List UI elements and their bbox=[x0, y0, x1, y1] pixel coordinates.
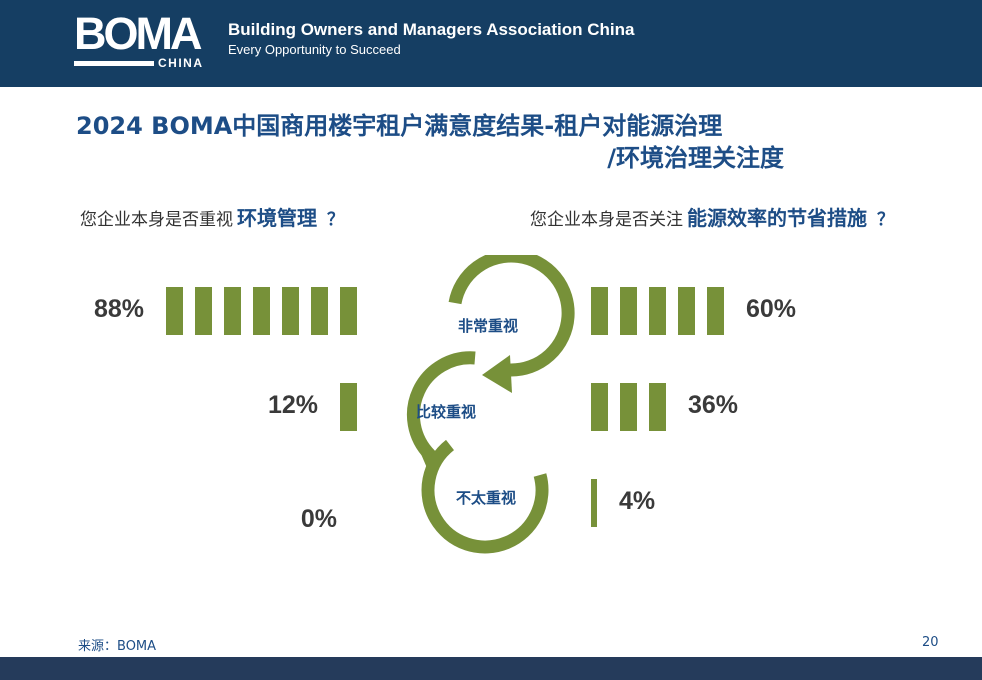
header-banner: BOMA CHINA Building Owners and Managers … bbox=[0, 0, 982, 87]
right-bar-1 bbox=[591, 287, 724, 335]
left-bar-segment bbox=[340, 287, 357, 335]
left-bar-2 bbox=[340, 383, 357, 431]
right-value-label-3: 4% bbox=[619, 487, 656, 515]
title-line-2: /环境治理关注度 bbox=[607, 144, 784, 172]
logo-text: BOMA bbox=[74, 8, 202, 59]
category-label-not-much: 不太重视 bbox=[456, 489, 516, 507]
left-question: 您企业本身是否重视 环境管理 ？ bbox=[80, 202, 344, 231]
right-bar-segment bbox=[620, 287, 637, 335]
left-bar-segment bbox=[282, 287, 299, 335]
arrow-ring-middle bbox=[406, 351, 476, 460]
right-bar-segment bbox=[678, 287, 695, 335]
logo-underline bbox=[74, 61, 154, 66]
right-bar-segment bbox=[649, 383, 666, 431]
left-bar-1 bbox=[166, 287, 357, 335]
category-label-fairly: 比较重视 bbox=[416, 403, 476, 421]
left-value-label-1: 88% bbox=[93, 295, 144, 323]
org-name: Building Owners and Managers Association… bbox=[228, 20, 635, 39]
right-bar-segment bbox=[591, 287, 608, 335]
logo-subtext: CHINA bbox=[158, 56, 204, 70]
right-question-topic: 能源效率的节省措施 bbox=[687, 206, 867, 230]
right-question-prefix: 您企业本身是否关注 bbox=[530, 210, 683, 230]
right-bar-segment bbox=[707, 287, 724, 335]
arrow-ring-top bbox=[448, 255, 575, 377]
right-bar-segment bbox=[649, 287, 666, 335]
cycle-arrows-graphic: 非常重视 比较重视 不太重视 bbox=[406, 255, 575, 554]
right-bar-2 bbox=[591, 383, 666, 431]
left-bar-segment bbox=[166, 287, 183, 335]
category-label-very: 非常重视 bbox=[458, 317, 518, 335]
left-question-topic: 环境管理 bbox=[237, 206, 317, 230]
footer-bar bbox=[0, 657, 982, 680]
right-question: 您企业本身是否关注 能源效率的节省措施 ？ bbox=[530, 202, 894, 231]
left-bar-segment bbox=[340, 383, 357, 431]
org-slogan: Every Opportunity to Succeed bbox=[228, 42, 401, 57]
right-bar-segment bbox=[620, 383, 637, 431]
page-number: 20 bbox=[922, 635, 939, 650]
arrow-ring-bottom bbox=[421, 439, 549, 554]
right-bar-3 bbox=[591, 479, 597, 527]
left-question-mark: ？ bbox=[327, 210, 344, 230]
left-bar-segment bbox=[195, 287, 212, 335]
slide-title: 2024 BOMA中国商用楼宇租户满意度结果-租户对能源治理 /环境治理关注度 bbox=[76, 110, 796, 174]
left-value-label-3: 0% bbox=[300, 505, 337, 533]
title-line-1: 2024 BOMA中国商用楼宇租户满意度结果-租户对能源治理 bbox=[76, 112, 723, 140]
left-bar-segment bbox=[224, 287, 241, 335]
arrowhead-top bbox=[482, 355, 512, 393]
left-bar-segment bbox=[311, 287, 328, 335]
boma-logo: BOMA CHINA bbox=[74, 10, 212, 72]
right-bar-segment bbox=[591, 479, 597, 527]
right-value-label-2: 36% bbox=[688, 391, 739, 419]
right-value-label-1: 60% bbox=[746, 295, 797, 323]
right-bar-segment bbox=[591, 383, 608, 431]
source-note: 来源：BOMA bbox=[78, 639, 157, 654]
left-bar-segment bbox=[253, 287, 270, 335]
left-question-prefix: 您企业本身是否重视 bbox=[80, 210, 233, 230]
left-value-label-2: 12% bbox=[267, 391, 318, 419]
right-question-mark: ？ bbox=[877, 210, 894, 230]
